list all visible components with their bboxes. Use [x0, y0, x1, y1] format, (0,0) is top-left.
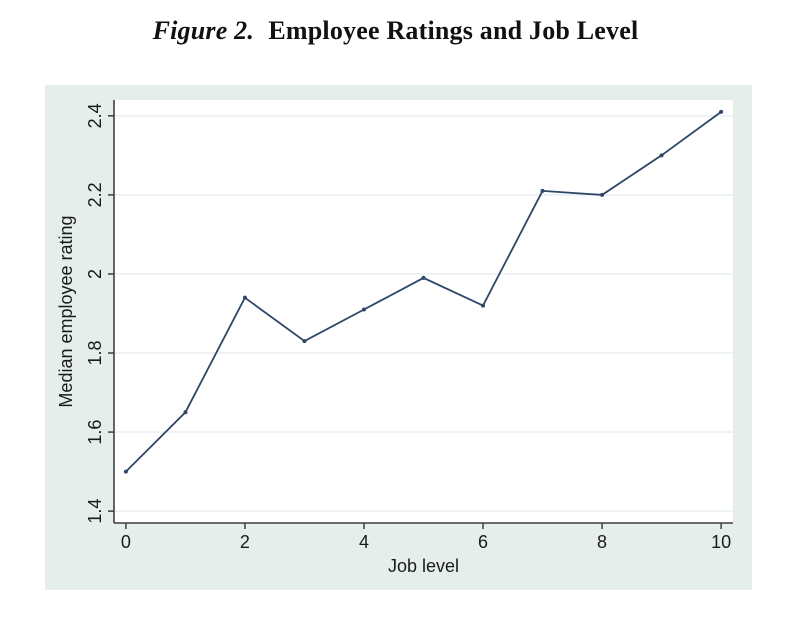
- figure-title: Figure 2. Employee Ratings and Job Level: [0, 16, 791, 46]
- y-tick-label: 1.6: [85, 420, 105, 445]
- data-point: [242, 295, 247, 300]
- y-tick-label: 2.2: [85, 182, 105, 207]
- chart-figure: 0 2 4 6 8 10 1.4 1.6 1.8 2 2.2 2.4 Job level Median e…: [45, 85, 752, 590]
- figure-number: Figure 2.: [152, 16, 255, 45]
- x-tick-label: 4: [359, 532, 369, 552]
- y-axis-title: Median employee rating: [56, 215, 76, 407]
- x-tick-label: 6: [478, 532, 488, 552]
- y-tick-label: 2.4: [85, 103, 105, 128]
- data-point: [719, 109, 724, 114]
- line-chart: 0 2 4 6 8 10 1.4 1.6 1.8 2 2.2 2.4 Job level Median e…: [56, 100, 733, 576]
- y-tick-label: 1.4: [85, 499, 105, 524]
- data-point: [421, 275, 426, 280]
- data-point: [659, 153, 664, 158]
- x-tick-label: 2: [240, 532, 250, 552]
- plot-area: [114, 100, 733, 523]
- data-point: [361, 307, 366, 312]
- data-point: [481, 303, 486, 308]
- y-tick-label: 2: [85, 269, 105, 279]
- x-tick-label: 10: [711, 532, 731, 552]
- y-tick-label: 1.8: [85, 340, 105, 365]
- x-tick-label: 8: [597, 532, 607, 552]
- figure-caption: Employee Ratings and Job Level: [268, 16, 639, 45]
- data-point: [302, 339, 307, 344]
- data-point: [600, 192, 605, 197]
- data-point: [123, 469, 128, 474]
- data-point: [183, 410, 188, 415]
- x-tick-label: 0: [121, 532, 131, 552]
- x-axis-title: Job level: [388, 556, 459, 576]
- data-point: [540, 188, 545, 193]
